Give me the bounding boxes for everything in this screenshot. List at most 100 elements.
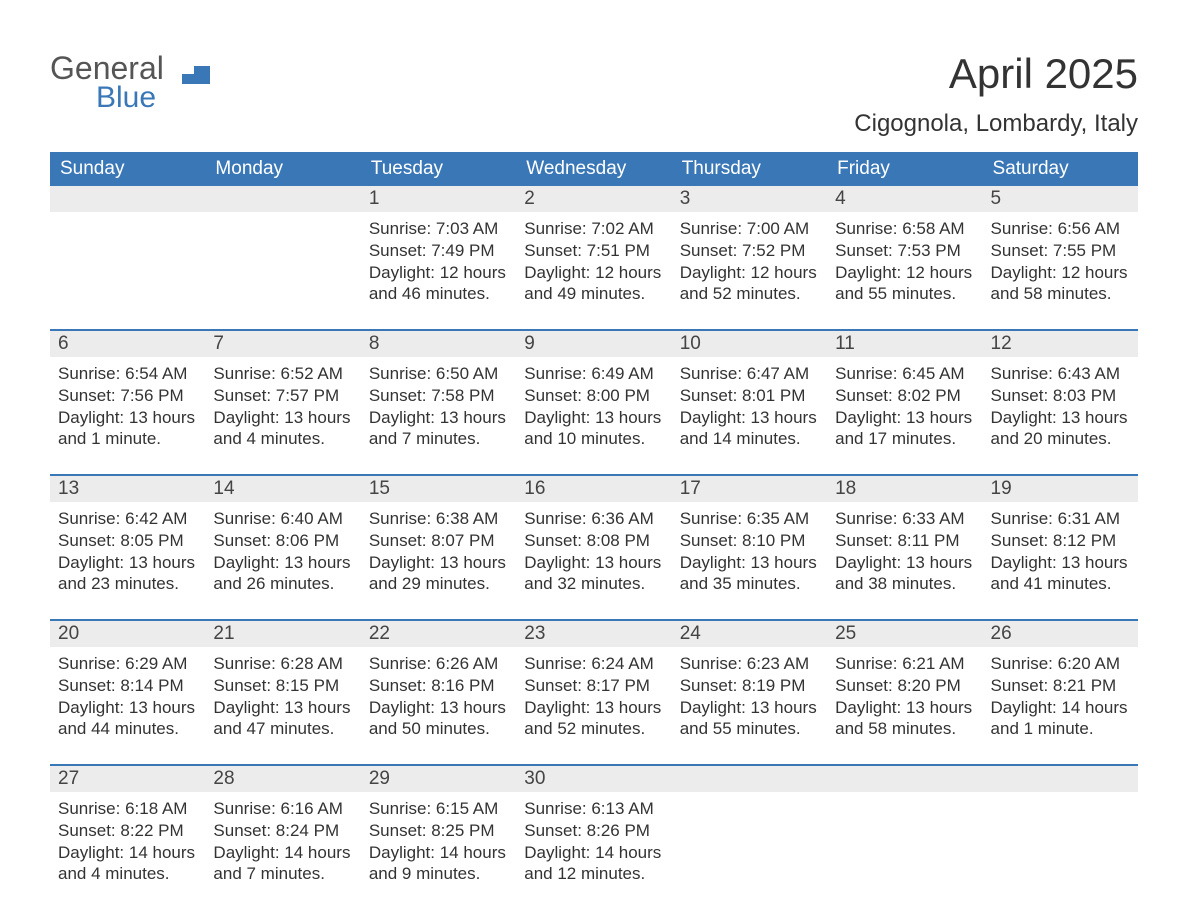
logo-text-block: General Blue [50, 50, 210, 115]
day-number: 17 [672, 476, 827, 502]
day-cell [983, 765, 1138, 909]
day-line: and 38 minutes. [835, 573, 974, 595]
day-content: Sunrise: 6:18 AMSunset: 8:22 PMDaylight:… [50, 792, 205, 909]
day-content: Sunrise: 6:38 AMSunset: 8:07 PMDaylight:… [361, 502, 516, 619]
logo: General Blue [50, 50, 210, 115]
day-line: Daylight: 14 hours [991, 697, 1130, 719]
day-number: 19 [983, 476, 1138, 502]
day-line: Sunset: 8:22 PM [58, 820, 197, 842]
day-line: and 55 minutes. [680, 718, 819, 740]
day-number [827, 766, 982, 792]
day-cell: 10Sunrise: 6:47 AMSunset: 8:01 PMDayligh… [672, 330, 827, 475]
day-line: and 52 minutes. [680, 283, 819, 305]
day-line: Sunset: 7:52 PM [680, 240, 819, 262]
day-content: Sunrise: 6:49 AMSunset: 8:00 PMDaylight:… [516, 357, 671, 474]
day-line: and 55 minutes. [835, 283, 974, 305]
day-line: Daylight: 13 hours [680, 552, 819, 574]
day-cell: 1Sunrise: 7:03 AMSunset: 7:49 PMDaylight… [361, 186, 516, 330]
day-number: 24 [672, 621, 827, 647]
day-line: Sunrise: 6:26 AM [369, 653, 508, 675]
day-line: and 17 minutes. [835, 428, 974, 450]
day-content: Sunrise: 6:33 AMSunset: 8:11 PMDaylight:… [827, 502, 982, 619]
day-line: Sunrise: 6:28 AM [213, 653, 352, 675]
day-line: Sunset: 8:17 PM [524, 675, 663, 697]
day-line: Daylight: 14 hours [524, 842, 663, 864]
day-line: Daylight: 13 hours [369, 697, 508, 719]
day-line: Sunrise: 6:56 AM [991, 218, 1130, 240]
day-line: Sunset: 7:49 PM [369, 240, 508, 262]
day-line: Sunset: 8:05 PM [58, 530, 197, 552]
day-content: Sunrise: 6:42 AMSunset: 8:05 PMDaylight:… [50, 502, 205, 619]
day-line: Sunrise: 6:16 AM [213, 798, 352, 820]
day-content: Sunrise: 6:23 AMSunset: 8:19 PMDaylight:… [672, 647, 827, 764]
day-cell: 9Sunrise: 6:49 AMSunset: 8:00 PMDaylight… [516, 330, 671, 475]
day-cell: 22Sunrise: 6:26 AMSunset: 8:16 PMDayligh… [361, 620, 516, 765]
day-content: Sunrise: 6:36 AMSunset: 8:08 PMDaylight:… [516, 502, 671, 619]
day-cell: 5Sunrise: 6:56 AMSunset: 7:55 PMDaylight… [983, 186, 1138, 330]
day-number [50, 186, 205, 212]
day-line: and 7 minutes. [213, 863, 352, 885]
day-line: Sunset: 7:57 PM [213, 385, 352, 407]
day-line: and 35 minutes. [680, 573, 819, 595]
day-line: and 1 minute. [58, 428, 197, 450]
week-row: 20Sunrise: 6:29 AMSunset: 8:14 PMDayligh… [50, 620, 1138, 765]
day-number [205, 186, 360, 212]
day-content [50, 212, 205, 308]
day-number: 15 [361, 476, 516, 502]
day-number: 3 [672, 186, 827, 212]
day-number: 9 [516, 331, 671, 357]
day-number: 20 [50, 621, 205, 647]
day-cell: 29Sunrise: 6:15 AMSunset: 8:25 PMDayligh… [361, 765, 516, 909]
col-mon: Monday [205, 152, 360, 186]
col-wed: Wednesday [516, 152, 671, 186]
day-line: and 49 minutes. [524, 283, 663, 305]
day-cell: 16Sunrise: 6:36 AMSunset: 8:08 PMDayligh… [516, 475, 671, 620]
day-line: Sunset: 8:02 PM [835, 385, 974, 407]
day-content [205, 212, 360, 308]
day-line: Sunrise: 6:40 AM [213, 508, 352, 530]
day-line: Sunset: 8:01 PM [680, 385, 819, 407]
week-row: 13Sunrise: 6:42 AMSunset: 8:05 PMDayligh… [50, 475, 1138, 620]
day-line: and 4 minutes. [213, 428, 352, 450]
day-line: Sunrise: 6:24 AM [524, 653, 663, 675]
day-cell: 3 Sunrise: 7:00 AMSunset: 7:52 PMDaylight… [672, 186, 827, 330]
day-line: Sunrise: 7:00 AM [680, 218, 819, 240]
day-line: and 46 minutes. [369, 283, 508, 305]
day-line: Daylight: 12 hours [680, 262, 819, 284]
day-content: Sunrise: 6:24 AMSunset: 8:17 PMDaylight:… [516, 647, 671, 764]
day-line: and 58 minutes. [835, 718, 974, 740]
day-cell: 11Sunrise: 6:45 AMSunset: 8:02 PMDayligh… [827, 330, 982, 475]
day-number: 25 [827, 621, 982, 647]
day-line: and 12 minutes. [524, 863, 663, 885]
day-cell: 17Sunrise: 6:35 AMSunset: 8:10 PMDayligh… [672, 475, 827, 620]
day-line: Sunset: 8:25 PM [369, 820, 508, 842]
day-number: 30 [516, 766, 671, 792]
day-line: Sunrise: 6:29 AM [58, 653, 197, 675]
day-number: 5 [983, 186, 1138, 212]
day-cell: 21Sunrise: 6:28 AMSunset: 8:15 PMDayligh… [205, 620, 360, 765]
day-line: and 26 minutes. [213, 573, 352, 595]
day-cell: 13Sunrise: 6:42 AMSunset: 8:05 PMDayligh… [50, 475, 205, 620]
day-line: Daylight: 13 hours [524, 697, 663, 719]
day-line: Sunrise: 6:23 AM [680, 653, 819, 675]
day-line: Sunrise: 6:58 AM [835, 218, 974, 240]
day-line: Daylight: 13 hours [58, 407, 197, 429]
day-content: Sunrise: 6:13 AMSunset: 8:26 PMDaylight:… [516, 792, 671, 909]
day-line: Sunrise: 6:13 AM [524, 798, 663, 820]
day-cell: 18Sunrise: 6:33 AMSunset: 8:11 PMDayligh… [827, 475, 982, 620]
day-cell [827, 765, 982, 909]
day-line: and 9 minutes. [369, 863, 508, 885]
day-cell: 24Sunrise: 6:23 AMSunset: 8:19 PMDayligh… [672, 620, 827, 765]
day-content: Sunrise: 6:26 AMSunset: 8:16 PMDaylight:… [361, 647, 516, 764]
day-number: 29 [361, 766, 516, 792]
day-line: and 20 minutes. [991, 428, 1130, 450]
col-fri: Friday [827, 152, 982, 186]
day-line: Sunset: 8:06 PM [213, 530, 352, 552]
day-number: 6 [50, 331, 205, 357]
day-line: Daylight: 12 hours [835, 262, 974, 284]
day-line: Sunrise: 7:02 AM [524, 218, 663, 240]
day-line: Sunrise: 6:49 AM [524, 363, 663, 385]
day-line: Daylight: 13 hours [835, 697, 974, 719]
day-line: Sunset: 8:12 PM [991, 530, 1130, 552]
day-content [827, 792, 982, 888]
